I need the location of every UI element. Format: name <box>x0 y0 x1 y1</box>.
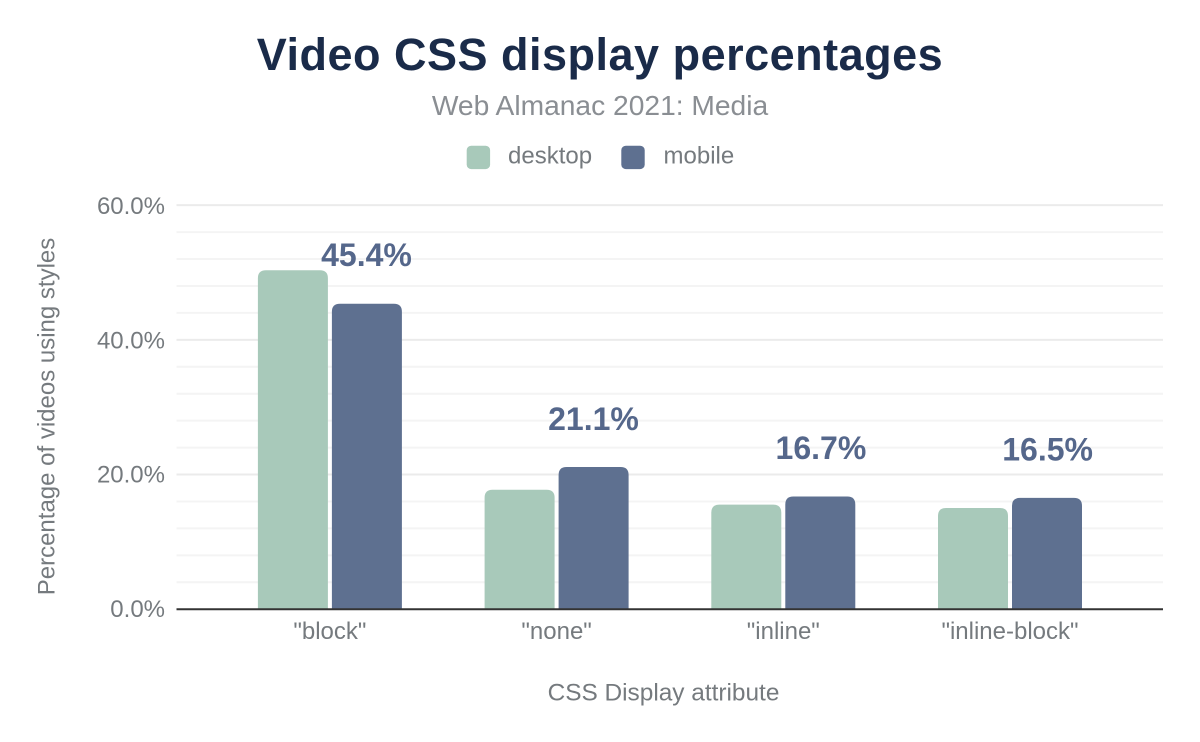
svg-text:20.0%: 20.0% <box>97 462 165 489</box>
svg-text:40.0%: 40.0% <box>97 327 165 354</box>
svg-text:desktop: desktop <box>508 143 592 170</box>
svg-text:21.1%: 21.1% <box>548 401 639 437</box>
svg-text:16.7%: 16.7% <box>776 430 867 466</box>
svg-text:Percentage of videos using sty: Percentage of videos using styles <box>34 238 61 596</box>
svg-text:Video CSS display percentages: Video CSS display percentages <box>257 29 943 80</box>
svg-text:CSS Display attribute: CSS Display attribute <box>548 679 780 706</box>
svg-text:Web Almanac 2021: Media: Web Almanac 2021: Media <box>432 89 769 121</box>
svg-text:mobile: mobile <box>664 143 735 170</box>
svg-text:"inline-block": "inline-block" <box>941 618 1078 645</box>
svg-text:60.0%: 60.0% <box>97 193 165 220</box>
svg-text:16.5%: 16.5% <box>1002 431 1093 467</box>
svg-text:0.0%: 0.0% <box>110 596 165 623</box>
svg-text:45.4%: 45.4% <box>321 237 412 273</box>
svg-text:"block": "block" <box>293 618 366 645</box>
svg-text:"inline": "inline" <box>747 618 820 645</box>
svg-text:"none": "none" <box>521 618 591 645</box>
